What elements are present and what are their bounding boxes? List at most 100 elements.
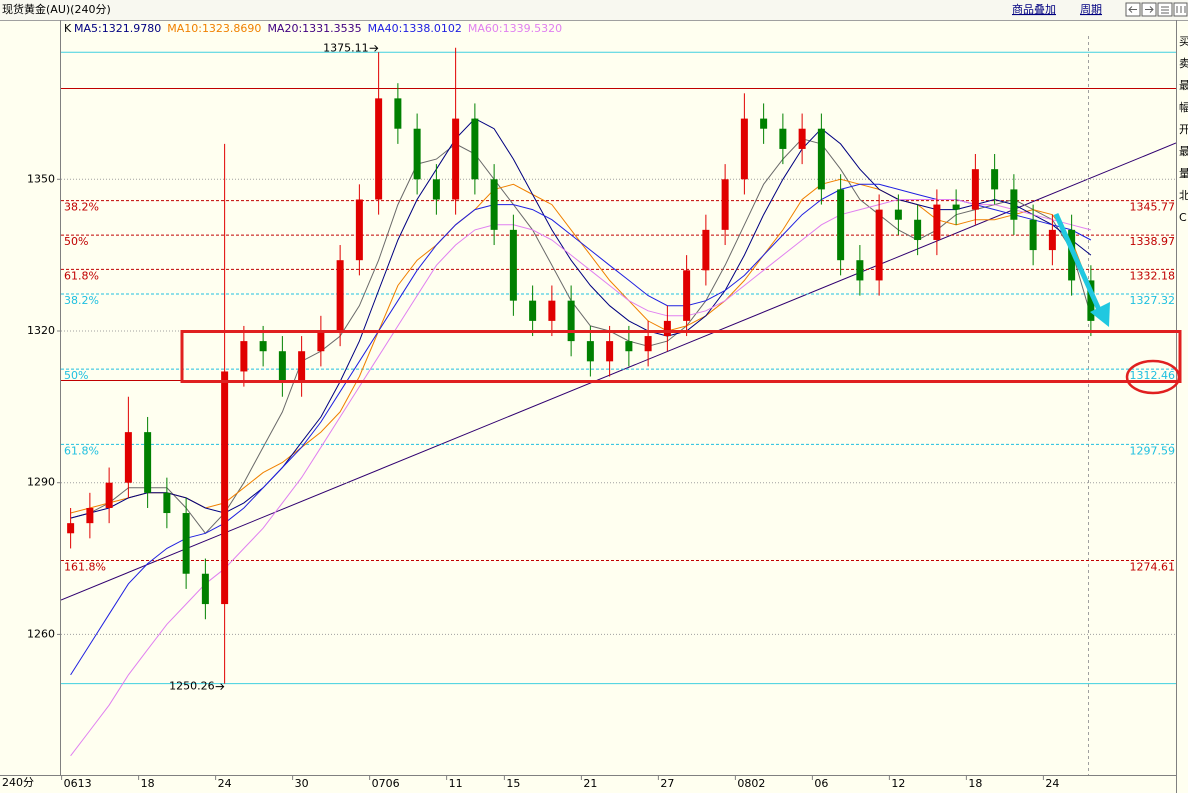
fib-label: 38.2% [64,294,99,307]
y-tick-label: 1350 [27,172,55,185]
toolbar-icons [1125,2,1188,17]
candle-body [67,523,75,534]
candle-body [644,336,652,352]
candle-body [1087,280,1095,321]
fib-label: 38.2% [64,201,99,214]
candle-body [336,260,344,331]
extreme-label: 1250.26 [169,680,215,693]
legend-entry: MA60:1339.5320 [468,22,562,35]
candle-body [663,320,671,337]
legend-entry: MA40:1338.0102 [368,22,462,35]
overlay-link[interactable]: 商品叠加 [1012,2,1056,16]
trend-line [61,142,1176,601]
x-tick-label: 0613 [64,777,92,790]
candle-body [490,179,498,230]
side-label: C [1179,211,1187,224]
candle-body [375,98,383,200]
candle-body [740,118,748,180]
x-tick-label: 18 [141,777,155,790]
candle-body [779,128,787,149]
fib-label: 61.8% [64,444,99,457]
x-tick-label: 06 [814,777,828,790]
side-label: 买 [1179,35,1188,48]
side-label: 幅 [1179,101,1188,114]
x-tick-label: 0706 [372,777,400,790]
candle-body [1029,219,1037,251]
x-tick-label: 27 [660,777,674,790]
ma-line [70,199,1092,757]
candle-body [221,371,229,605]
y-tick-label: 1260 [27,627,55,640]
fib-value: 1327.32 [1130,294,1176,307]
x-tick-label: 11 [449,777,463,790]
candle-body [163,492,171,514]
x-tick-label: 24 [218,777,232,790]
candle-body [105,482,113,508]
candle-body [1048,229,1056,251]
candle-body [760,118,768,129]
candle-body [452,118,460,200]
candle-body [894,209,902,220]
fib-value: 1312.46 [1130,369,1176,382]
candle-body [240,341,248,372]
candle-body [86,507,94,524]
x-tick-label: 24 [1045,777,1059,790]
legend-entry: MA5:1321.9780 [74,22,161,35]
side-label: 开 [1179,123,1188,136]
highlight-box [180,330,1182,383]
candle-body [1010,189,1018,220]
side-label: 卖 [1179,57,1188,70]
fib-value: 1274.61 [1130,561,1176,574]
candle-body [201,573,209,605]
annotations [180,212,1182,395]
ma-line [70,117,1092,519]
candle-body [702,229,710,271]
candle-body [817,128,825,190]
candle-body [798,128,806,149]
candle-body [259,341,267,352]
period-label: 240分 [2,776,34,789]
highlight-ellipse [1125,359,1181,395]
x-tick-label: 21 [583,777,597,790]
fib-label: 161.8% [64,561,106,574]
candle-body [586,341,594,362]
candle-body [606,341,614,362]
candle-body [1068,229,1076,281]
candle-body [837,189,845,261]
candle-body [317,330,325,352]
period-link[interactable]: 周期 [1080,3,1102,16]
fib-label: 61.8% [64,269,99,282]
candle-body [625,341,633,352]
x-tick-label: 12 [891,777,905,790]
fib-value: 1345.77 [1130,201,1176,214]
side-label: 最 [1179,145,1188,158]
x-tick-label: 18 [968,777,982,790]
trend-arrow [1053,212,1103,314]
legend-entry: MA10:1323.8690 [167,22,261,35]
candle-body [721,179,729,230]
side-label: 北 [1179,189,1188,202]
x-tick-label: 15 [506,777,520,790]
candle-body [298,351,306,382]
trend-arrow-head [1090,302,1110,327]
candle-body [548,300,556,321]
candle-body [182,513,190,574]
extreme-arrow [369,44,379,52]
candle-body [432,179,440,200]
header-bar [0,0,1188,20]
candle-body [355,199,363,261]
candle-body [952,204,960,210]
icon-glyphs [1128,6,1186,14]
fib-value: 1297.59 [1130,444,1176,457]
plot-area [61,36,1176,775]
candle-body [278,351,286,382]
fib-label: 50% [64,369,88,382]
candle-body [856,260,864,281]
candle-body [991,169,999,190]
candle-body [124,432,132,483]
candle-body [529,300,537,321]
x-tick-label: 0802 [737,777,765,790]
fib-label: 50% [64,235,88,248]
